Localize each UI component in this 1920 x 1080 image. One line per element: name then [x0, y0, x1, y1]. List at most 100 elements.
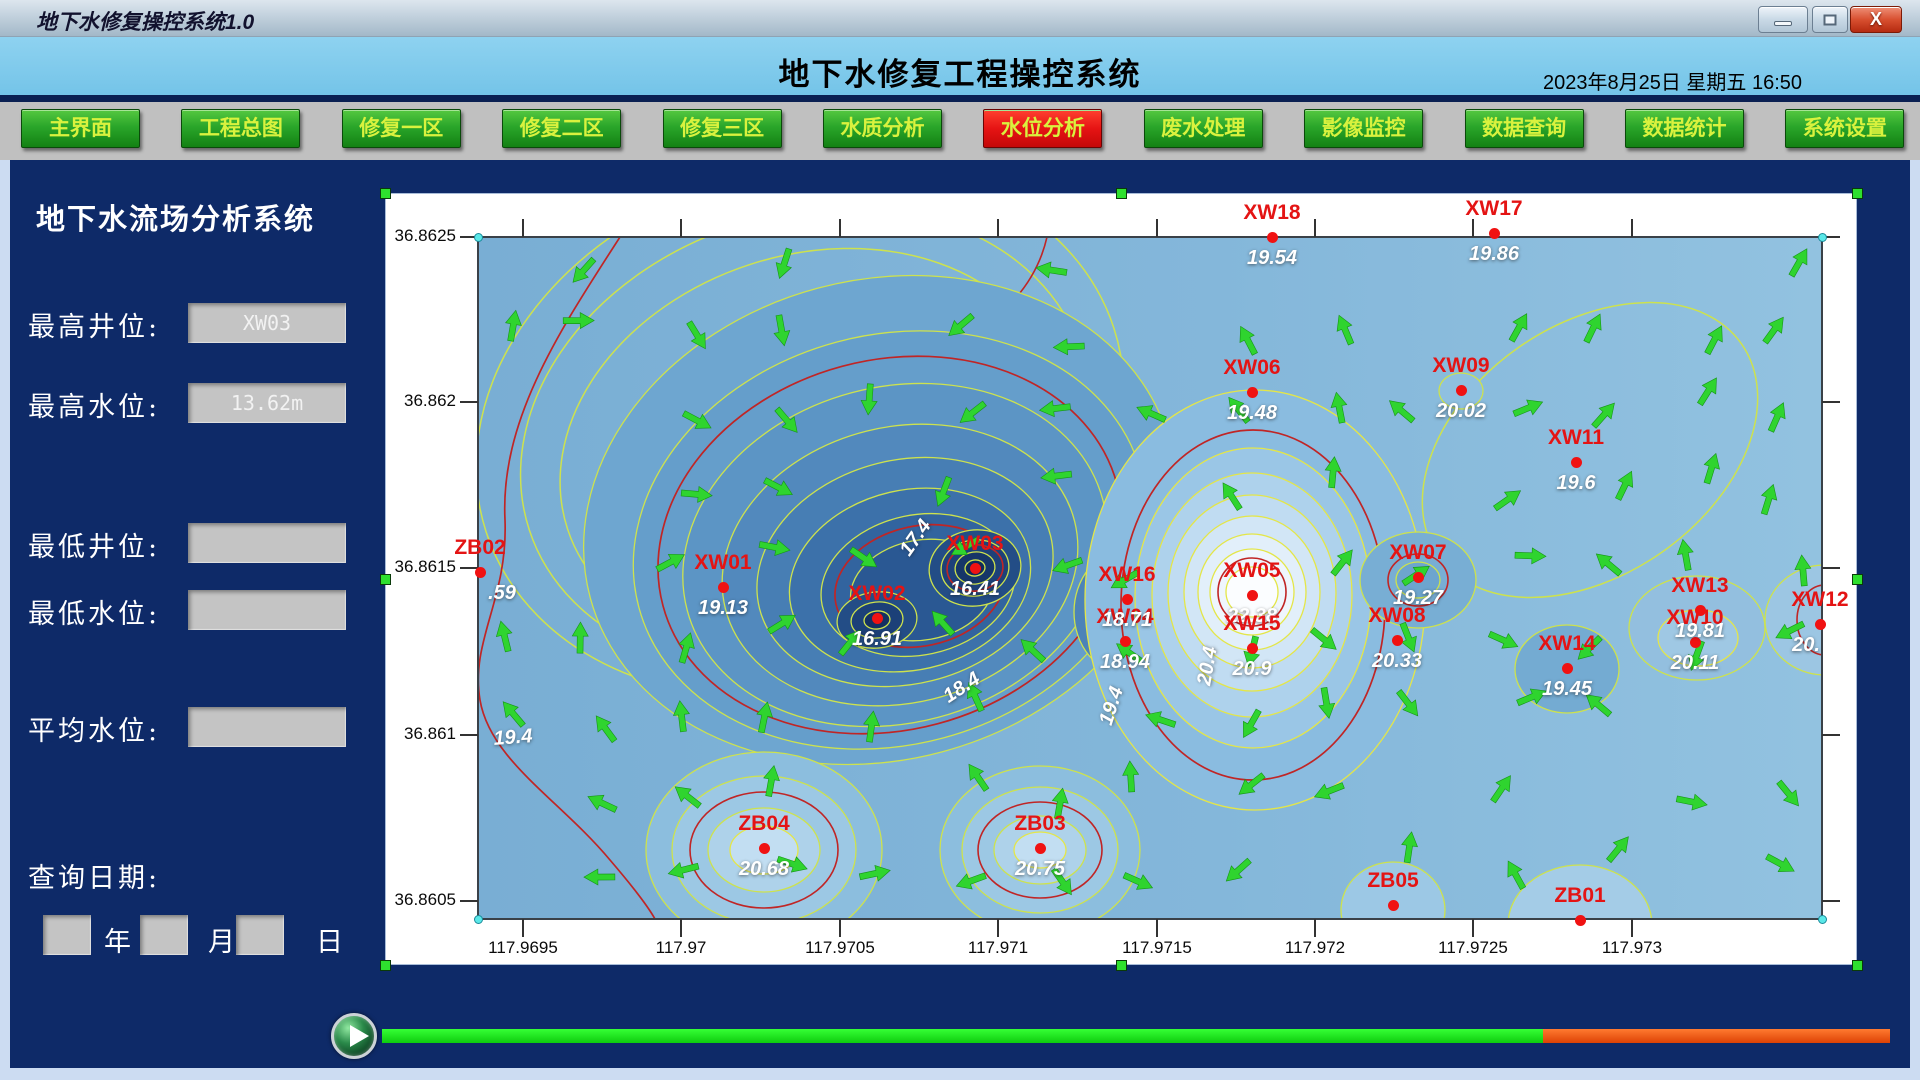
well-value-label: 20.33 — [1371, 650, 1423, 672]
header-separator — [0, 95, 1920, 102]
year-input[interactable] — [43, 915, 91, 955]
sidebar-field-value[interactable] — [188, 590, 346, 630]
nav-tab-6[interactable]: 水质分析 — [823, 109, 942, 148]
x-tick-top — [839, 219, 841, 237]
sidebar-field-value[interactable]: 13.62m — [188, 383, 346, 423]
well-value-label: 19.6 — [1556, 472, 1596, 494]
flow-arrow — [858, 865, 891, 882]
well-dot[interactable] — [474, 566, 486, 578]
flow-arrow — [1050, 867, 1072, 896]
day-input[interactable] — [236, 915, 284, 955]
well-dot[interactable] — [1455, 384, 1467, 396]
resize-handle[interactable] — [1852, 188, 1863, 199]
well-dot[interactable] — [1266, 231, 1278, 243]
well-dot[interactable] — [1246, 386, 1258, 398]
well-dot[interactable] — [1689, 636, 1701, 648]
flow-arrow — [1228, 396, 1251, 424]
well-name-label: XW01 — [694, 551, 752, 574]
resize-handle[interactable] — [1852, 960, 1863, 971]
well-dot[interactable] — [1034, 842, 1046, 854]
x-tick-top — [997, 219, 999, 237]
sidebar-field-value[interactable] — [188, 707, 346, 747]
progress-bar[interactable] — [382, 1029, 1890, 1043]
nav-tab-2[interactable]: 工程总图 — [181, 109, 301, 148]
plot-corner-handle[interactable] — [474, 233, 483, 242]
well-dot[interactable] — [1488, 227, 1500, 239]
well-dot[interactable] — [1387, 899, 1399, 911]
plot-corner-handle[interactable] — [1818, 233, 1827, 242]
nav-tab-12[interactable]: 系统设置 — [1785, 109, 1905, 148]
well-dot[interactable] — [871, 612, 883, 624]
well-dot[interactable] — [1814, 618, 1826, 630]
maximize-button[interactable] — [1812, 6, 1848, 33]
well-dot[interactable] — [1574, 914, 1586, 926]
flow-arrow — [681, 410, 712, 429]
well-dot[interactable] — [1119, 635, 1131, 647]
x-tick-top — [1631, 219, 1633, 237]
y-tick — [460, 401, 478, 403]
flow-arrow — [1222, 482, 1243, 511]
play-button[interactable] — [331, 1013, 377, 1059]
flow-arrow — [756, 701, 773, 734]
flow-arrow — [587, 794, 618, 813]
sidebar-field-value[interactable] — [188, 523, 346, 563]
flow-arrow — [763, 764, 780, 797]
header-banner: 地下水修复工程操控系统 — [0, 37, 1920, 95]
x-tick-label: 117.9715 — [1122, 938, 1192, 957]
well-dot[interactable] — [1246, 589, 1258, 601]
y-tick-right — [1822, 900, 1840, 902]
sidebar-field-value[interactable]: XW03 — [188, 303, 346, 343]
well-name-label: XW04 — [1096, 605, 1154, 628]
resize-handle[interactable] — [380, 188, 391, 199]
nav-tab-3[interactable]: 修复一区 — [341, 109, 461, 148]
well-dot[interactable] — [1412, 571, 1424, 583]
well-dot[interactable] — [1561, 662, 1573, 674]
well-value-label: 16.41 — [949, 578, 1001, 600]
nav-tab-10[interactable]: 数据查询 — [1464, 109, 1584, 148]
flow-arrow — [1110, 569, 1140, 589]
resize-handle[interactable] — [1116, 960, 1127, 971]
x-tick-label: 117.9705 — [805, 938, 875, 957]
well-value-label: 16.91 — [851, 628, 903, 650]
well-dot[interactable] — [758, 842, 770, 854]
well-dot[interactable] — [1391, 634, 1403, 646]
close-button[interactable]: X — [1850, 6, 1902, 33]
resize-handle[interactable] — [380, 574, 391, 585]
resize-handle[interactable] — [1116, 188, 1127, 199]
month-input[interactable] — [140, 915, 188, 955]
minimize-button[interactable] — [1758, 6, 1808, 33]
well-dot[interactable] — [1246, 642, 1258, 654]
flow-arrow — [758, 539, 791, 556]
flow-arrow — [686, 320, 706, 350]
nav-tab-1[interactable]: 主界面 — [21, 109, 140, 148]
well-dot[interactable] — [969, 562, 981, 574]
nav-tab-4[interactable]: 修复二区 — [502, 109, 622, 148]
well-dot[interactable] — [1121, 593, 1133, 605]
flow-arrow — [1676, 538, 1694, 571]
plot-corner-handle[interactable] — [474, 915, 483, 924]
well-value-label: .59 — [488, 582, 516, 604]
well-dot[interactable] — [1694, 604, 1706, 616]
flow-arrow — [562, 312, 595, 330]
flow-arrow — [673, 700, 690, 733]
well-name-label: XW06 — [1223, 356, 1281, 379]
x-tick-top — [680, 219, 682, 237]
well-dot[interactable] — [717, 581, 729, 593]
flow-arrow — [1330, 549, 1353, 577]
nav-tab-8[interactable]: 废水处理 — [1143, 109, 1263, 148]
flow-arrow — [1487, 630, 1519, 649]
x-tick-top — [1314, 219, 1316, 237]
progress-elapsed — [382, 1029, 1544, 1043]
plot-corner-handle[interactable] — [1818, 915, 1827, 924]
resize-handle[interactable] — [1852, 574, 1863, 585]
well-name-label: XW13 — [1671, 574, 1729, 597]
nav-tab-11[interactable]: 数据统计 — [1625, 109, 1744, 148]
resize-handle[interactable] — [380, 960, 391, 971]
well-dot[interactable] — [1570, 456, 1582, 468]
nav-tab-7[interactable]: 水位分析 — [983, 109, 1103, 148]
well-value-label: 20.68 — [738, 858, 790, 880]
flow-arrow — [776, 855, 808, 873]
nav-tab-5[interactable]: 修复三区 — [662, 109, 782, 148]
y-tick-right — [1822, 236, 1840, 238]
nav-tab-9[interactable]: 影像监控 — [1304, 109, 1424, 148]
